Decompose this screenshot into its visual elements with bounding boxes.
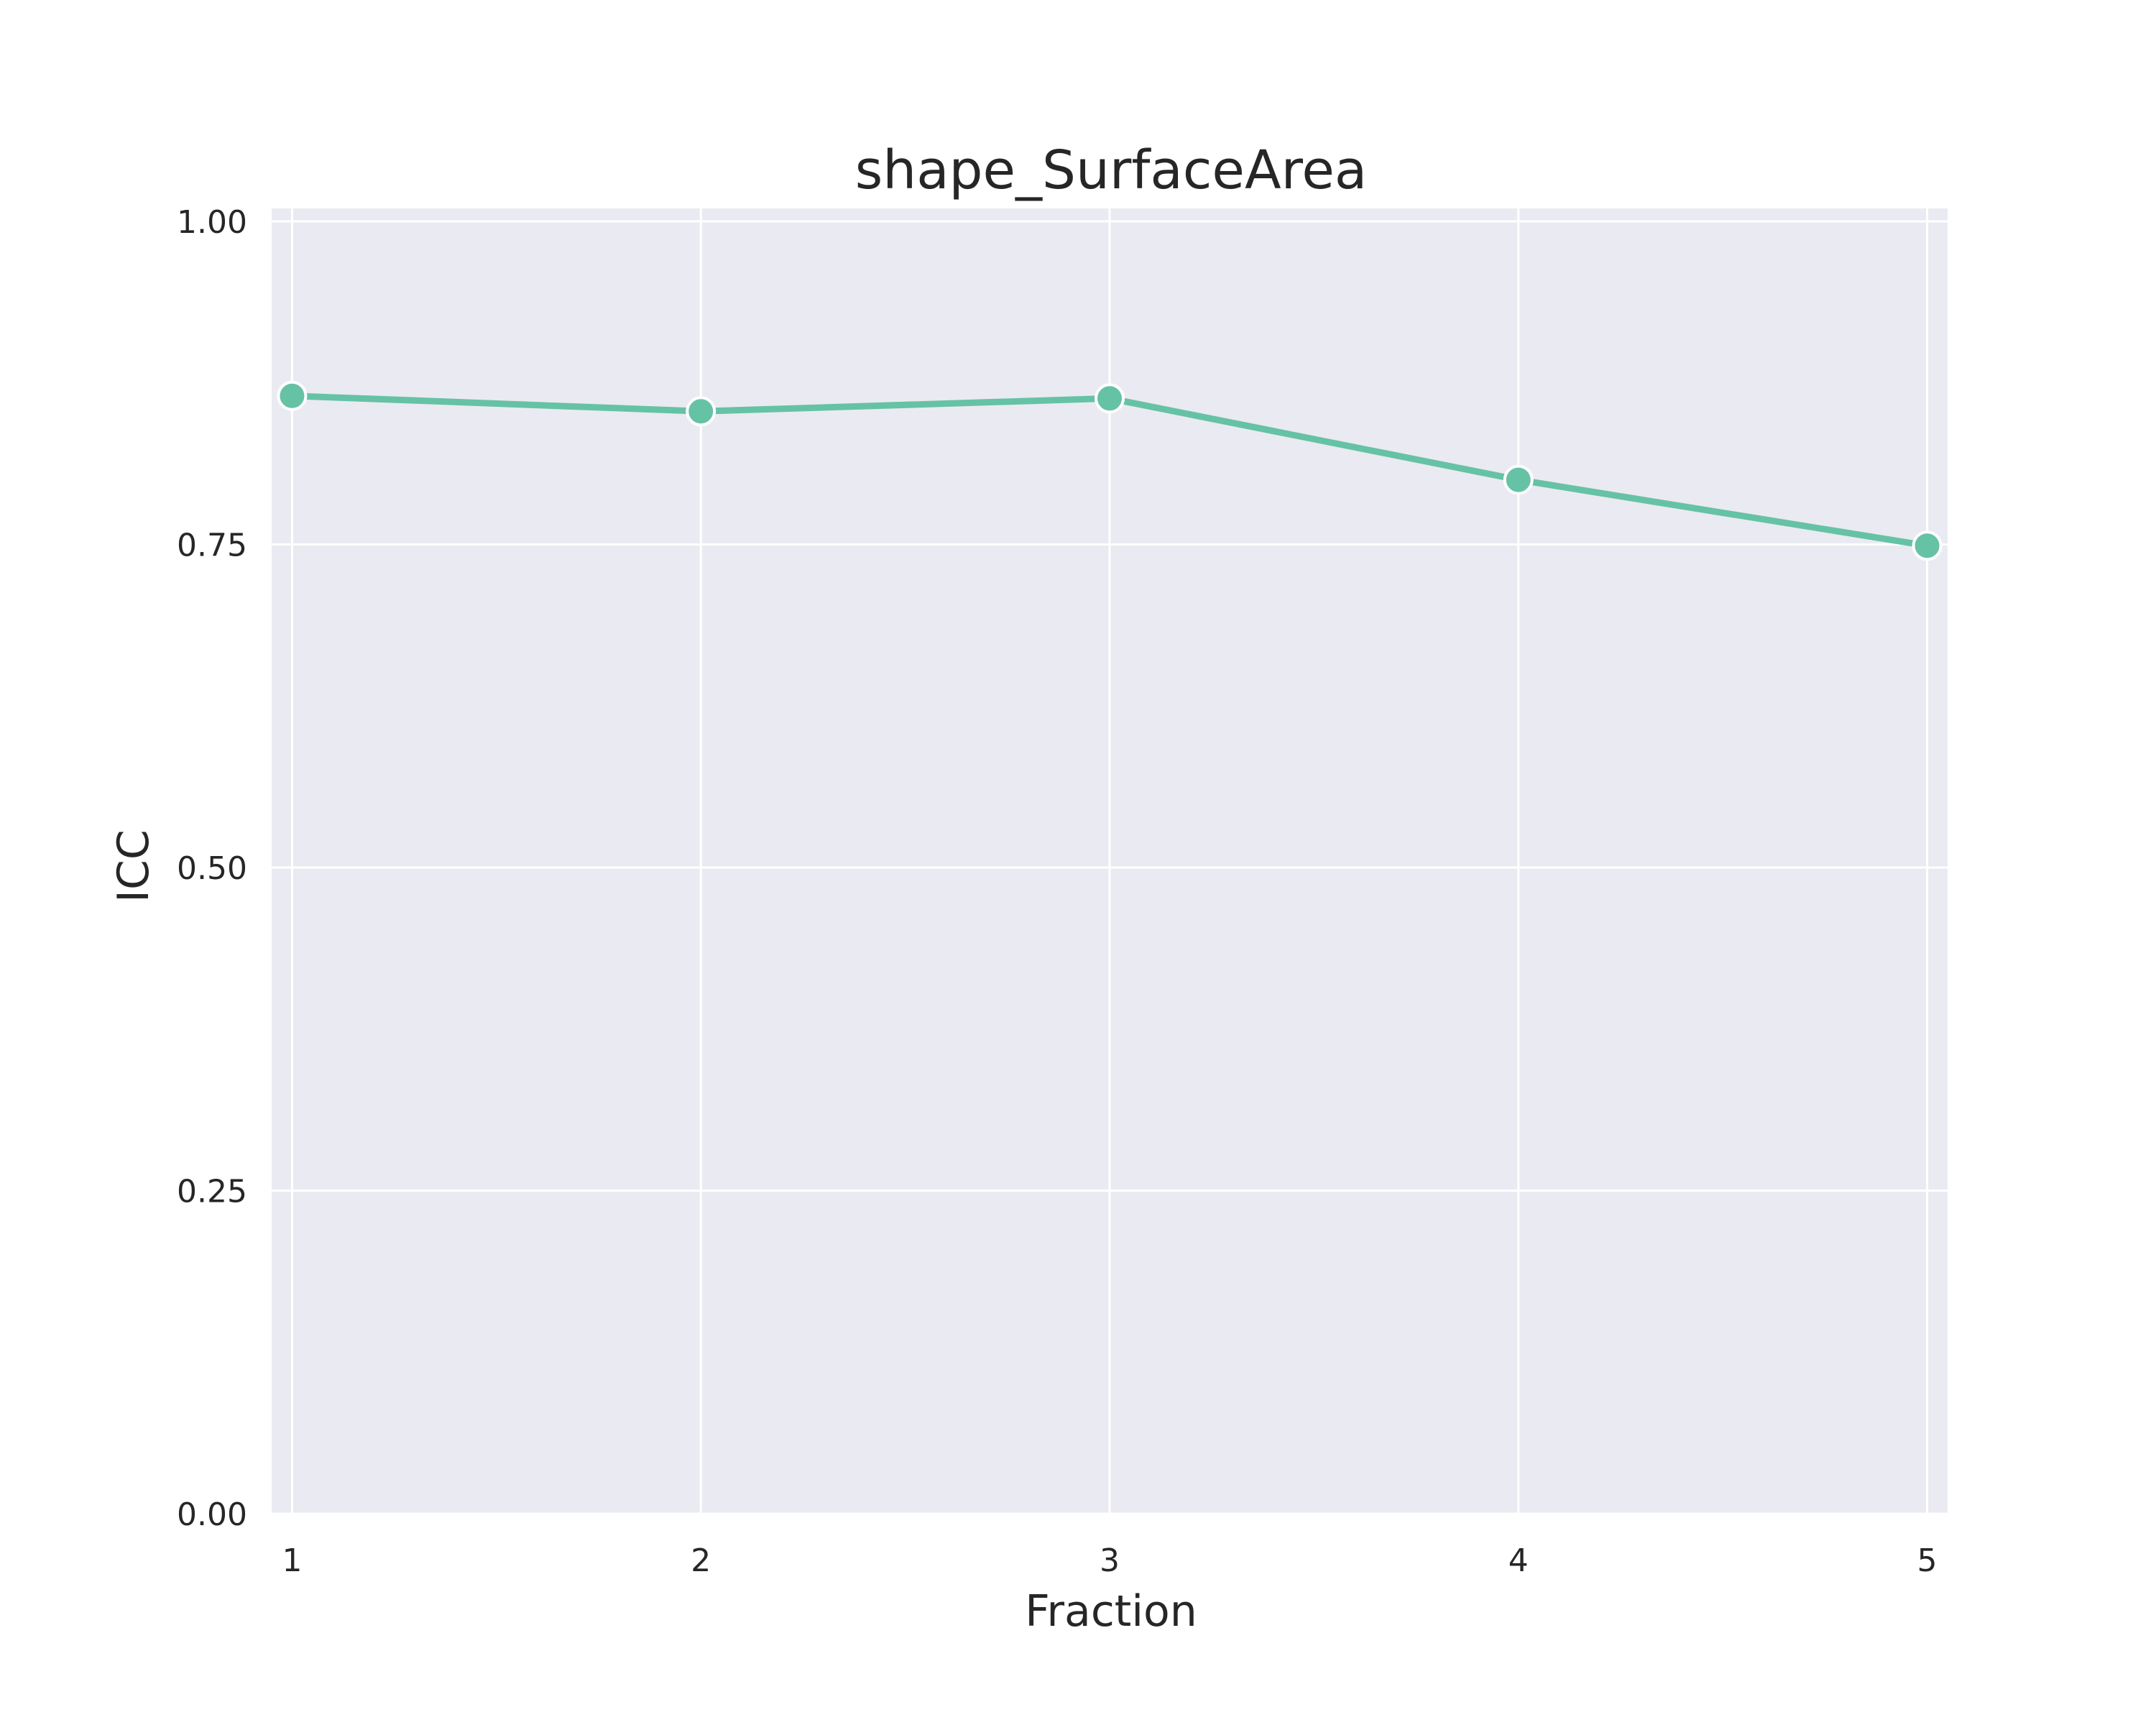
x-tick-label-4: 5: [1917, 1542, 1938, 1579]
x-tick-label-3: 4: [1508, 1542, 1529, 1579]
data-point-1: [277, 380, 308, 411]
y-tick-label-4: 1.00: [177, 204, 247, 241]
x-tick-label-1: 2: [691, 1542, 711, 1579]
y-tick-label-0: 0.00: [177, 1496, 247, 1533]
x-tick-label-0: 1: [282, 1542, 302, 1579]
x-axis-ticks: 1 2 3 4 5: [282, 1542, 1937, 1579]
data-point-4: [1503, 464, 1534, 495]
data-point-3: [1095, 383, 1125, 414]
data-point-5: [1912, 530, 1943, 561]
y-tick-label-1: 0.25: [177, 1173, 247, 1210]
y-axis-ticks: 0.00 0.25 0.50 0.75 1.00: [177, 204, 247, 1533]
series-layer: [277, 380, 1943, 561]
y-tick-label-2: 0.50: [177, 850, 247, 887]
chart-title: shape_SurfaceArea: [855, 139, 1368, 201]
x-tick-label-2: 3: [1100, 1542, 1120, 1579]
grid-lines: [272, 208, 1948, 1515]
y-axis-label: ICC: [109, 829, 159, 902]
x-axis-label: Fraction: [1025, 1586, 1197, 1637]
data-point-2: [686, 396, 717, 427]
y-tick-label-3: 0.75: [177, 527, 247, 564]
